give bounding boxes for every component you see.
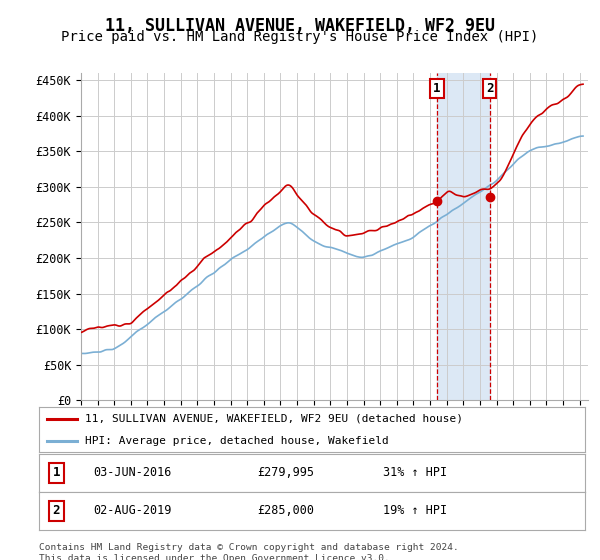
Text: £279,995: £279,995 xyxy=(257,466,314,479)
Text: 1: 1 xyxy=(433,82,441,95)
Text: Contains HM Land Registry data © Crown copyright and database right 2024.
This d: Contains HM Land Registry data © Crown c… xyxy=(39,543,459,560)
Bar xyxy=(437,73,490,400)
Text: 1: 1 xyxy=(53,466,60,479)
Text: 2: 2 xyxy=(486,82,493,95)
Text: £285,000: £285,000 xyxy=(257,504,314,517)
Text: 2: 2 xyxy=(53,504,60,517)
Text: 02-AUG-2019: 02-AUG-2019 xyxy=(94,504,172,517)
Text: HPI: Average price, detached house, Wakefield: HPI: Average price, detached house, Wake… xyxy=(85,436,389,446)
Text: 11, SULLIVAN AVENUE, WAKEFIELD, WF2 9EU: 11, SULLIVAN AVENUE, WAKEFIELD, WF2 9EU xyxy=(105,17,495,35)
Text: Price paid vs. HM Land Registry's House Price Index (HPI): Price paid vs. HM Land Registry's House … xyxy=(61,30,539,44)
Text: 11, SULLIVAN AVENUE, WAKEFIELD, WF2 9EU (detached house): 11, SULLIVAN AVENUE, WAKEFIELD, WF2 9EU … xyxy=(85,414,463,424)
Text: 03-JUN-2016: 03-JUN-2016 xyxy=(94,466,172,479)
Text: 19% ↑ HPI: 19% ↑ HPI xyxy=(383,504,447,517)
Text: 31% ↑ HPI: 31% ↑ HPI xyxy=(383,466,447,479)
